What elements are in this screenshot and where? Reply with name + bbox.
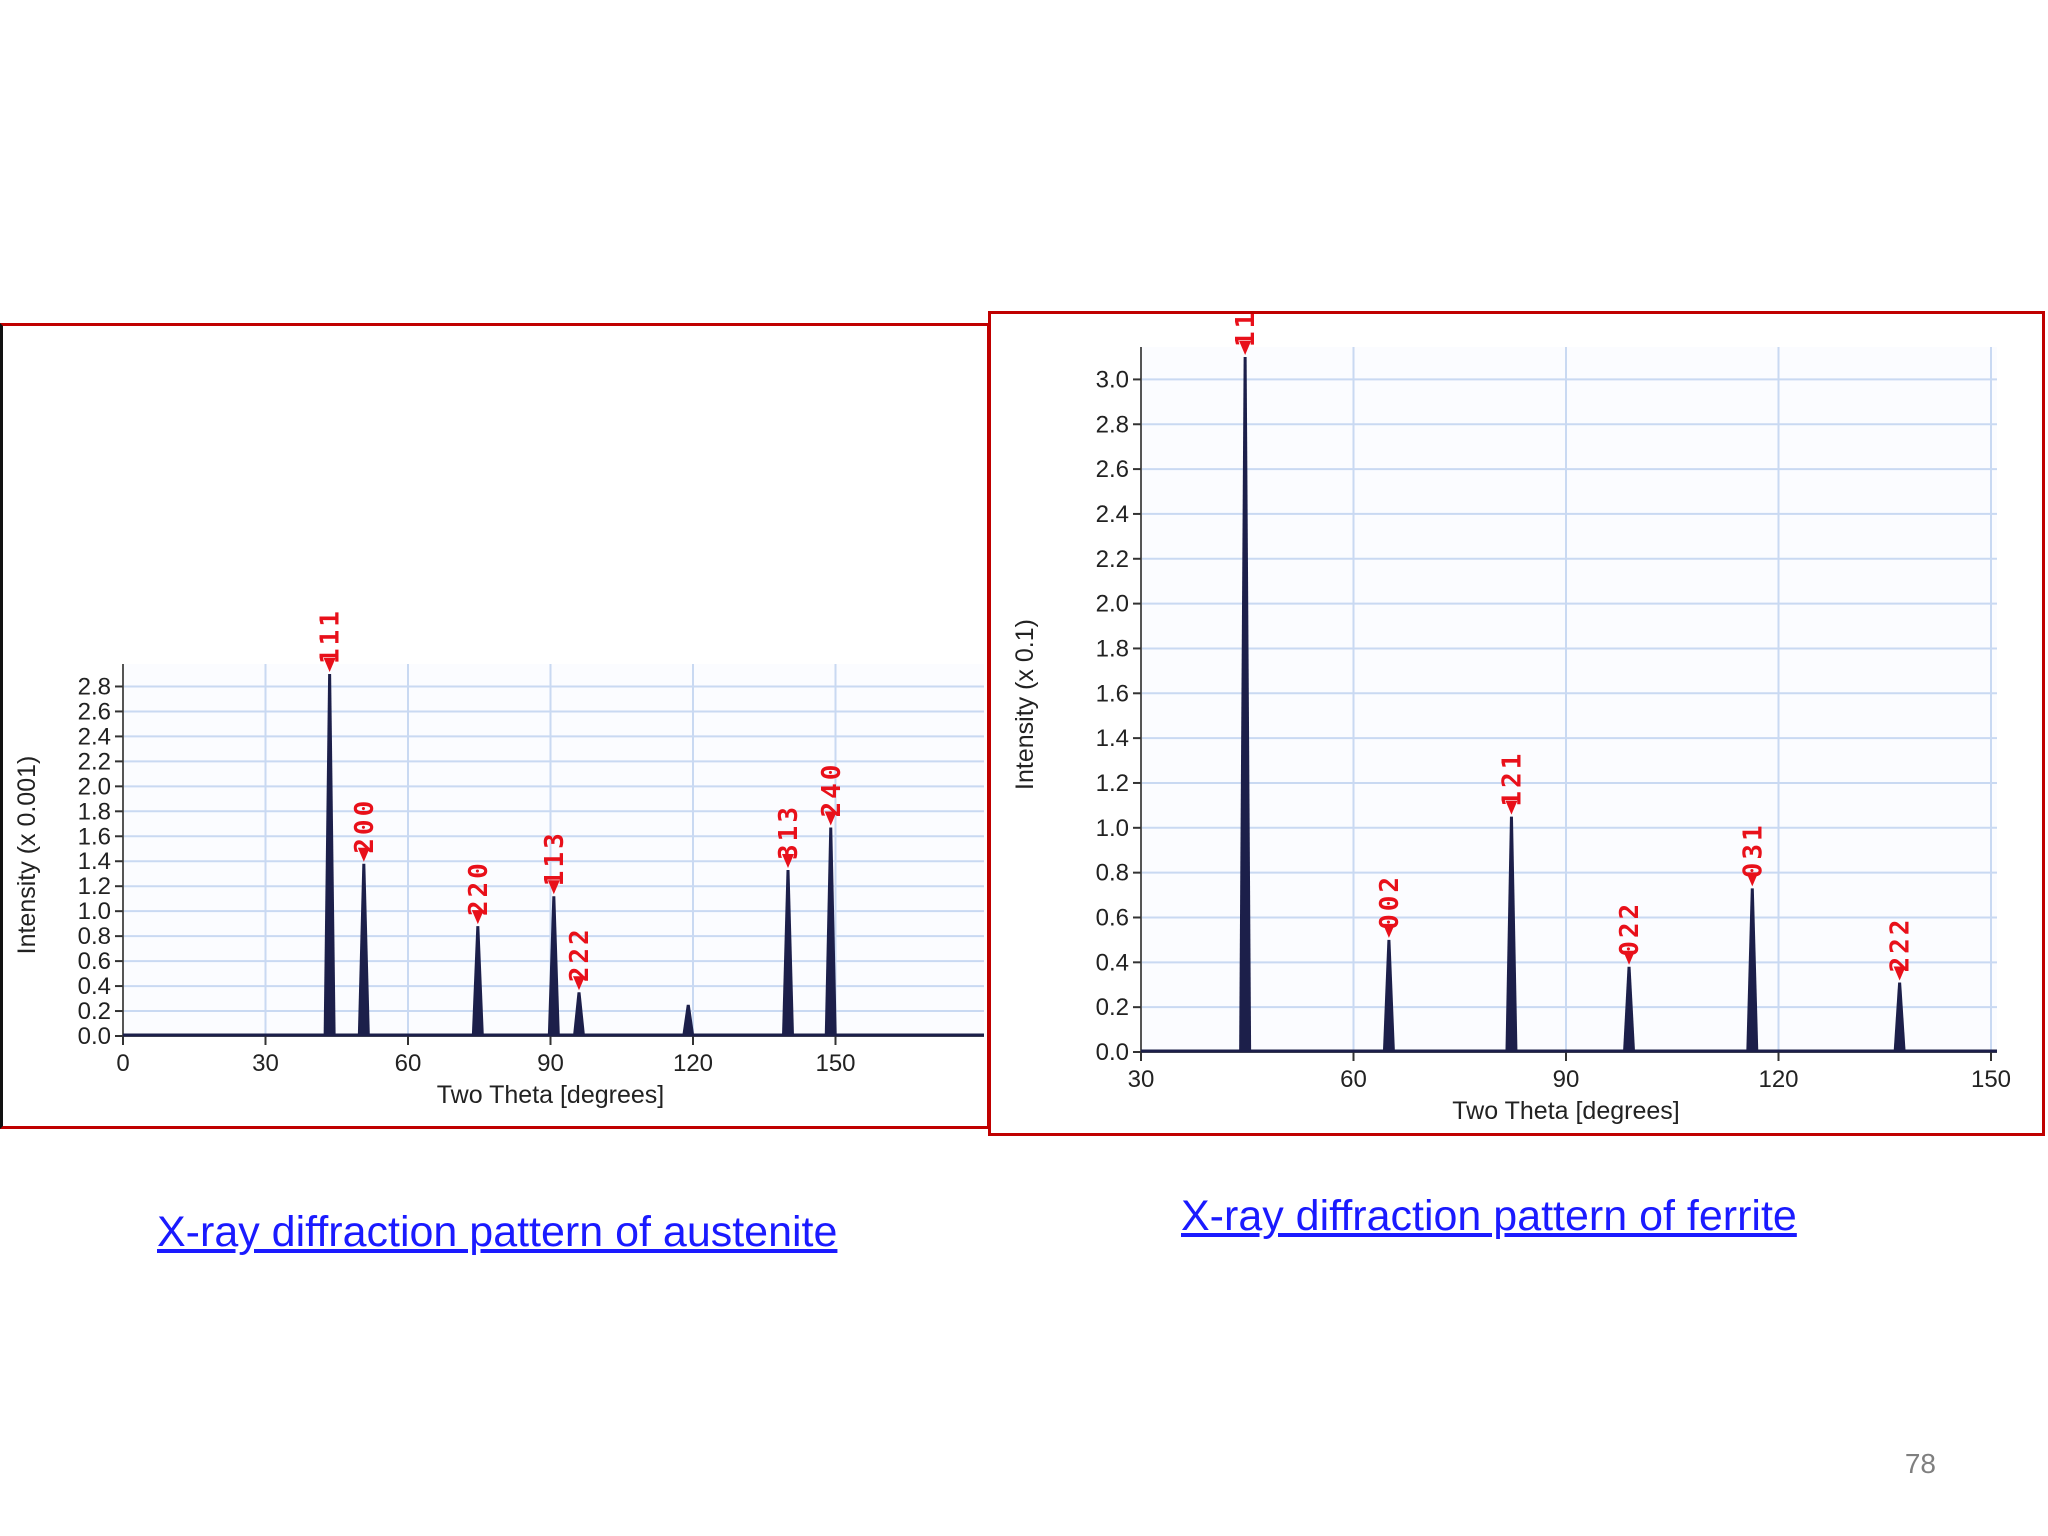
x-tick-label: 120 [1758,1066,1798,1093]
y-tick-label: 2.4 [1096,501,1129,528]
peak-label: 113 [540,830,570,886]
diffraction-peak [824,827,837,1036]
peak-label: 022 [1615,901,1645,957]
y-axis-title: Intensity (x 0.001) [13,756,41,955]
diffraction-peak [1382,939,1395,1052]
diffraction-peak [323,674,336,1036]
diffraction-peak [1239,357,1252,1052]
peak-label: 121 [1497,751,1527,807]
y-tick-label: 2.2 [1096,546,1129,573]
diffraction-peak [1623,966,1636,1052]
y-tick-label: 1.6 [1096,680,1129,707]
diffraction-peak [1893,982,1906,1052]
x-axis-title: Two Theta [degrees] [1452,1097,1679,1125]
y-tick-label: 0.2 [78,998,111,1025]
y-tick-label: 0.4 [78,973,111,1000]
peak-label: 313 [774,804,804,860]
diffraction-peak [782,869,794,1036]
plot-area [1141,347,1997,1052]
peak-label: 220 [464,860,494,916]
y-tick-label: 0.0 [1096,1039,1129,1066]
y-tick-label: 0.0 [78,1023,111,1050]
y-tick-label: 1.8 [78,798,111,825]
x-tick-label: 150 [815,1050,855,1077]
diffraction-peak [547,896,560,1036]
x-tick-label: 60 [395,1050,422,1077]
y-tick-label: 2.8 [78,673,111,700]
diffraction-peak [471,926,484,1036]
x-tick-label: 150 [1971,1066,2011,1093]
diffraction-peak [682,1004,695,1036]
x-tick-label: 60 [1340,1066,1367,1093]
y-tick-label: 0.8 [1096,860,1129,887]
y-tick-label: 1.4 [1096,725,1129,752]
diffraction-peak [1505,816,1518,1052]
x-tick-label: 30 [252,1050,279,1077]
page-number: 78 [1904,1448,1936,1479]
y-tick-label: 0.6 [1096,904,1129,931]
peak-label: 111 [316,608,346,664]
peak-label: 222 [1886,917,1916,973]
diffraction-peak [573,992,585,1036]
x-tick-label: 90 [537,1050,564,1077]
x-tick-label: 0 [116,1050,129,1077]
ferrite-chart-panel: 0.0 0.2 0.4 0.6 0.8 1.0 1.2 1.4 1.6 1.8 2.0 2.2 2.4 2… [988,311,2045,1136]
austenite-caption-link[interactable]: X-ray diffraction pattern of austenite [157,1208,838,1256]
y-tick-label: 2.0 [1096,591,1129,618]
y-tick-label: 1.0 [78,898,111,925]
peak-label: 031 [1738,822,1768,878]
y-tick-label: 3.0 [1096,366,1129,393]
y-tick-label: 0.4 [1096,949,1129,976]
y-tick-label: 2.4 [78,723,111,750]
y-tick-label: 1.2 [78,873,111,900]
y-tick-label: 0.2 [1096,994,1129,1021]
ferrite-caption-link[interactable]: X-ray diffraction pattern of ferrite [1181,1192,1797,1240]
y-tick-label: 1.0 [1096,815,1129,842]
y-tick-label: 0.6 [78,948,111,975]
y-axis-title: Intensity (x 0.1) [1011,619,1039,790]
x-tick-label: 30 [1128,1066,1155,1093]
austenite-chart-panel: 0.0 0.2 0.4 0.6 0.8 1.0 1.2 1.4 1.6 1.8 2.0 2.2 2.4 2… [0,323,990,1129]
x-axis-title: Two Theta [degrees] [437,1081,664,1109]
y-tick-label: 1.6 [78,823,111,850]
austenite-chart: 0.00.20.40.60.81.01.21.41.61.82.02.22.42… [13,608,984,1109]
y-tick-label: 1.2 [1096,770,1129,797]
peak-label: 200 [350,798,380,854]
y-tick-label: 2.6 [78,698,111,725]
x-tick-label: 90 [1553,1066,1580,1093]
x-tick-label: 120 [673,1050,713,1077]
y-tick-label: 2.2 [78,748,111,775]
y-tick-label: 2.8 [1096,411,1129,438]
y-tick-label: 1.4 [78,848,111,875]
y-tick-label: 2.0 [78,773,111,800]
peak-label: 002 [1375,874,1405,930]
peak-label: 240 [817,762,847,818]
diffraction-peak [1746,888,1759,1052]
ferrite-chart: 0.0 0.2 0.4 0.6 0.8 1.0 1.2 1.4 1.6 1.8 2.0 2.2 2.4 2… [1011,314,2011,1125]
y-tick-label: 2.6 [1096,456,1129,483]
y-tick-label: 0.8 [78,923,111,950]
diffraction-peak [357,863,370,1036]
y-tick-label: 1.8 [1096,635,1129,662]
grid-lines [122,664,984,1037]
peak-label: 222 [565,926,595,982]
